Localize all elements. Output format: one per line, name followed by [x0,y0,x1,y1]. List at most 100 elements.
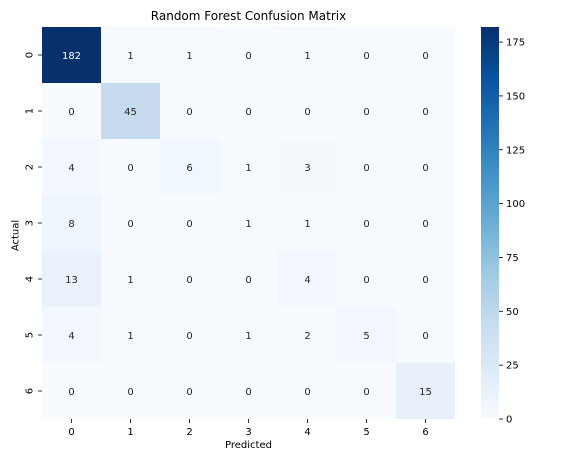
cell-value-5-0: 4 [68,331,74,342]
cell-value-6-5: 0 [363,387,369,398]
y-tick-label-0: 0 [25,52,36,58]
colorbar-tick-label-5: 125 [506,145,525,156]
cell-value-0-3: 0 [245,51,251,62]
cell-value-5-2: 0 [186,331,192,342]
heatmap-cell-1-5 [337,83,396,139]
colorbar-tick-label-3: 75 [506,253,519,264]
x-tick-label-5: 5 [363,427,369,438]
heatmap-cell-3-5 [337,195,396,251]
cell-value-0-1: 1 [127,51,133,62]
cell-value-5-5: 5 [363,331,369,342]
cell-value-6-3: 0 [245,387,251,398]
x-tick-label-4: 4 [304,427,310,438]
cell-value-1-3: 0 [245,107,251,118]
cell-value-3-6: 0 [422,219,428,230]
colorbar-tick-label-6: 150 [506,91,525,102]
cell-value-5-3: 1 [245,331,251,342]
heatmap-cell-5-1 [101,307,160,363]
heatmap-cell-5-0 [42,307,101,363]
heatmap-cell-6-3 [219,363,278,419]
heatmap-cell-3-2 [160,195,219,251]
cell-value-2-5: 0 [363,163,369,174]
cell-value-3-5: 0 [363,219,369,230]
colorbar-tick-label-1: 25 [506,361,519,372]
cell-value-1-5: 0 [363,107,369,118]
heatmap-cell-6-1 [101,363,160,419]
cell-value-6-4: 0 [304,387,310,398]
heatmap-cell-2-5 [337,139,396,195]
heatmap-cell-4-1 [101,251,160,307]
heatmap-cell-1-4 [278,83,337,139]
heatmap-cell-0-6 [396,27,455,83]
cell-value-4-4: 4 [304,275,310,286]
y-tick-label-5: 5 [25,332,36,338]
cell-value-0-6: 0 [422,51,428,62]
cell-value-3-2: 0 [186,219,192,230]
heatmap-cell-1-6 [396,83,455,139]
heatmap-cell-6-5 [337,363,396,419]
heatmap-cell-4-4 [278,251,337,307]
heatmap-cell-4-2 [160,251,219,307]
chart-title: Random Forest Confusion Matrix [150,9,347,23]
x-tick-label-0: 0 [68,427,74,438]
heatmap-cell-3-1 [101,195,160,251]
cell-value-4-6: 0 [422,275,428,286]
cell-value-2-3: 1 [245,163,251,174]
heatmap-cell-0-3 [219,27,278,83]
cell-value-3-4: 1 [304,219,310,230]
x-tick-label-6: 6 [422,427,428,438]
heatmap-cell-1-3 [219,83,278,139]
heatmap-cell-0-2 [160,27,219,83]
cell-value-3-0: 8 [68,219,74,230]
cell-value-4-5: 0 [363,275,369,286]
cell-value-0-2: 1 [186,51,192,62]
cell-value-2-6: 0 [422,163,428,174]
cell-value-4-1: 1 [127,275,133,286]
heatmap-cell-5-3 [219,307,278,363]
heatmap-cell-2-0 [42,139,101,195]
heatmap-cell-6-2 [160,363,219,419]
cell-value-0-5: 0 [363,51,369,62]
heatmap-cell-1-0 [42,83,101,139]
cell-value-1-6: 0 [422,107,428,118]
cell-value-5-6: 0 [422,331,428,342]
cell-value-6-1: 0 [127,387,133,398]
y-axis-label: Actual [10,219,22,252]
cell-value-2-2: 6 [186,163,192,174]
colorbar-tick-label-2: 50 [506,307,519,318]
x-tick-label-1: 1 [127,427,133,438]
cell-value-4-0: 13 [65,275,78,286]
heatmap-cell-4-0 [42,251,101,307]
cell-value-6-6: 15 [419,387,432,398]
heatmap-cell-5-6 [396,307,455,363]
cell-value-1-4: 0 [304,107,310,118]
cell-value-3-1: 0 [127,219,133,230]
cell-value-2-4: 3 [304,163,310,174]
colorbar-tick-label-4: 100 [506,199,525,210]
cell-value-2-1: 0 [127,163,133,174]
heatmap-cell-3-4 [278,195,337,251]
y-tick-label-2: 2 [25,164,36,170]
x-tick-label-2: 2 [186,427,192,438]
cell-value-1-0: 0 [68,107,74,118]
colorbar-tick-label-7: 175 [506,38,525,49]
y-tick-label-3: 3 [25,220,36,226]
heatmap-cell-2-1 [101,139,160,195]
cell-value-1-2: 0 [186,107,192,118]
cell-value-3-3: 1 [245,219,251,230]
cell-value-4-3: 0 [245,275,251,286]
cell-value-5-1: 1 [127,331,133,342]
heatmap-cell-0-1 [101,27,160,83]
cell-value-4-2: 0 [186,275,192,286]
heatmap-cell-5-4 [278,307,337,363]
heatmap-cell-6-6 [396,363,455,419]
heatmap-cell-2-3 [219,139,278,195]
heatmap-cell-6-4 [278,363,337,419]
heatmap-cell-5-5 [337,307,396,363]
colorbar [481,27,499,419]
heatmap-cell-2-2 [160,139,219,195]
cell-value-6-0: 0 [68,387,74,398]
heatmap-cell-0-0 [42,27,101,83]
cell-value-6-2: 0 [186,387,192,398]
x-axis-label: Predicted [225,440,272,451]
